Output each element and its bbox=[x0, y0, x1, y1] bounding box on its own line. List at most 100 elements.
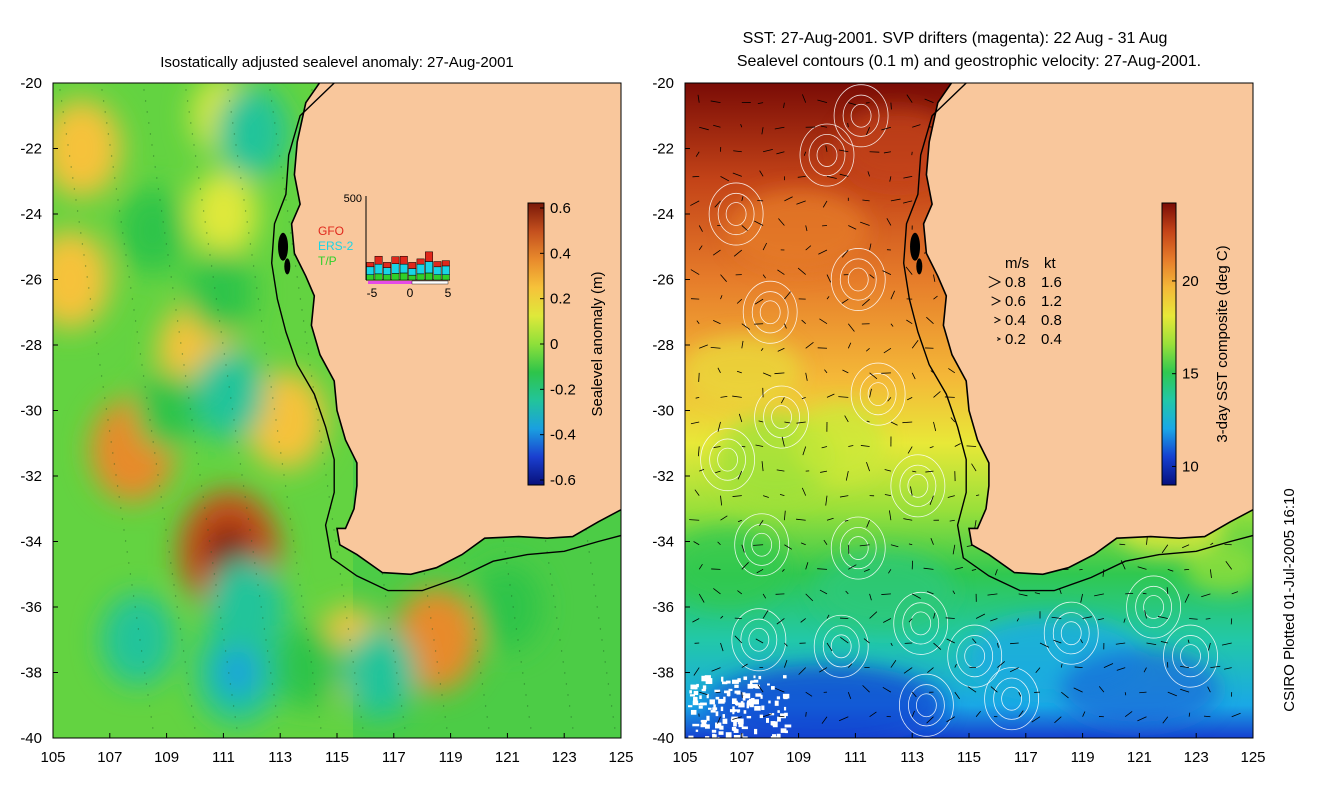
velocity-arrow bbox=[912, 470, 917, 473]
velocity-arrow bbox=[886, 218, 892, 226]
track-dot bbox=[623, 210, 624, 211]
velocity-arrow bbox=[842, 369, 849, 374]
track-dot bbox=[215, 584, 217, 586]
track-dot bbox=[168, 551, 170, 553]
track-dot bbox=[191, 133, 194, 135]
track-dot bbox=[226, 661, 228, 663]
track-dot bbox=[426, 595, 429, 597]
sla-anomaly-high bbox=[53, 99, 122, 198]
track-dot bbox=[665, 496, 666, 497]
velocity-arrow bbox=[903, 667, 913, 674]
track-dot bbox=[344, 606, 346, 608]
velocity-arrow bbox=[826, 614, 830, 619]
track-dot bbox=[266, 650, 269, 652]
sealevel-contour bbox=[984, 667, 1039, 731]
velocity-arrow bbox=[713, 588, 721, 595]
cloud-speck bbox=[743, 710, 747, 714]
cloud-speck bbox=[706, 715, 710, 721]
track-dot bbox=[162, 221, 164, 223]
cloud-speck bbox=[732, 709, 735, 715]
y-tick-label: -22 bbox=[20, 141, 42, 158]
track-dot bbox=[254, 276, 256, 278]
velocity-arrow bbox=[822, 200, 828, 208]
track-dot bbox=[185, 89, 187, 91]
track-dot bbox=[306, 342, 308, 344]
track-dot bbox=[174, 595, 177, 597]
velocity-arrow bbox=[890, 102, 892, 110]
inset-legend-ers2: ERS-2 bbox=[318, 239, 354, 253]
velocity-arrow bbox=[865, 127, 870, 136]
track-dot bbox=[138, 342, 140, 344]
track-dot bbox=[557, 628, 560, 630]
track-dot bbox=[633, 276, 634, 277]
velocity-arrow bbox=[869, 372, 878, 380]
track-dot bbox=[92, 320, 95, 322]
cloud-speck bbox=[754, 728, 758, 735]
track-dot bbox=[236, 155, 239, 157]
track-dot bbox=[246, 221, 248, 223]
track-dot bbox=[502, 540, 505, 542]
velocity-arrow bbox=[1184, 593, 1190, 603]
sealevel-contour bbox=[1043, 601, 1099, 665]
sla-anomaly-low bbox=[186, 249, 255, 336]
velocity-arrow bbox=[933, 295, 938, 300]
track-dot bbox=[530, 727, 532, 729]
velocity-arrow bbox=[902, 421, 913, 424]
track-dot bbox=[167, 254, 169, 256]
track-dot bbox=[556, 617, 558, 619]
velocity-arrow bbox=[761, 461, 764, 472]
track-dot bbox=[134, 320, 137, 322]
track-dot bbox=[567, 694, 569, 696]
velocity-arrow bbox=[869, 611, 878, 619]
track-dot bbox=[102, 100, 105, 102]
track-dot bbox=[112, 452, 114, 454]
colorbar-tick-label: 20 bbox=[1182, 273, 1199, 290]
velocity-arrow bbox=[882, 686, 892, 693]
inset-bar-tp bbox=[425, 272, 433, 281]
sealevel-contour bbox=[850, 362, 906, 426]
velocity-arrow bbox=[967, 686, 977, 693]
velocity-arrow bbox=[713, 124, 721, 128]
cloud-speck bbox=[689, 690, 692, 694]
track-dot bbox=[229, 683, 232, 685]
velocity-arrow bbox=[929, 446, 934, 449]
sealevel-contour bbox=[867, 382, 889, 407]
velocity-arrow bbox=[761, 127, 764, 135]
track-dot bbox=[263, 628, 266, 630]
cloud-speck bbox=[755, 693, 762, 697]
track-dot bbox=[397, 683, 400, 685]
velocity-arrow bbox=[839, 495, 849, 498]
track-dot bbox=[572, 727, 574, 729]
velocity-arrow bbox=[1097, 618, 1104, 621]
velocity-arrow bbox=[1201, 593, 1211, 598]
velocity-arrow bbox=[1031, 716, 1041, 723]
track-dot bbox=[59, 89, 61, 91]
velocity-arrow bbox=[713, 320, 721, 325]
cloud-speck bbox=[693, 690, 699, 696]
inset-bar-gfo bbox=[374, 255, 383, 265]
track-dot bbox=[270, 386, 272, 388]
x-tick-label: 113 bbox=[900, 749, 924, 766]
track-dot bbox=[70, 166, 72, 168]
inset-bar-ers bbox=[399, 263, 408, 274]
speed-legend-arrow bbox=[994, 316, 1002, 324]
velocity-arrow bbox=[720, 175, 730, 182]
y-tick-label: -22 bbox=[652, 141, 674, 158]
track-dot bbox=[307, 353, 310, 355]
velocity-arrow bbox=[926, 716, 934, 724]
velocity-arrow bbox=[1054, 716, 1062, 724]
track-dot bbox=[121, 518, 124, 520]
inset-bar-ers bbox=[374, 263, 383, 275]
track-dot bbox=[634, 287, 635, 288]
velocity-arrow bbox=[1161, 544, 1169, 554]
velocity-arrow bbox=[1167, 568, 1174, 572]
track-dot bbox=[105, 408, 108, 410]
track-dot bbox=[599, 628, 602, 630]
velocity-arrow bbox=[1009, 667, 1019, 673]
inset-x-tick-label: 5 bbox=[445, 286, 452, 300]
velocity-arrow bbox=[884, 469, 891, 472]
track-dot bbox=[591, 573, 594, 575]
track-dot bbox=[658, 452, 659, 453]
velocity-arrow bbox=[784, 196, 793, 202]
track-dot bbox=[296, 562, 298, 564]
